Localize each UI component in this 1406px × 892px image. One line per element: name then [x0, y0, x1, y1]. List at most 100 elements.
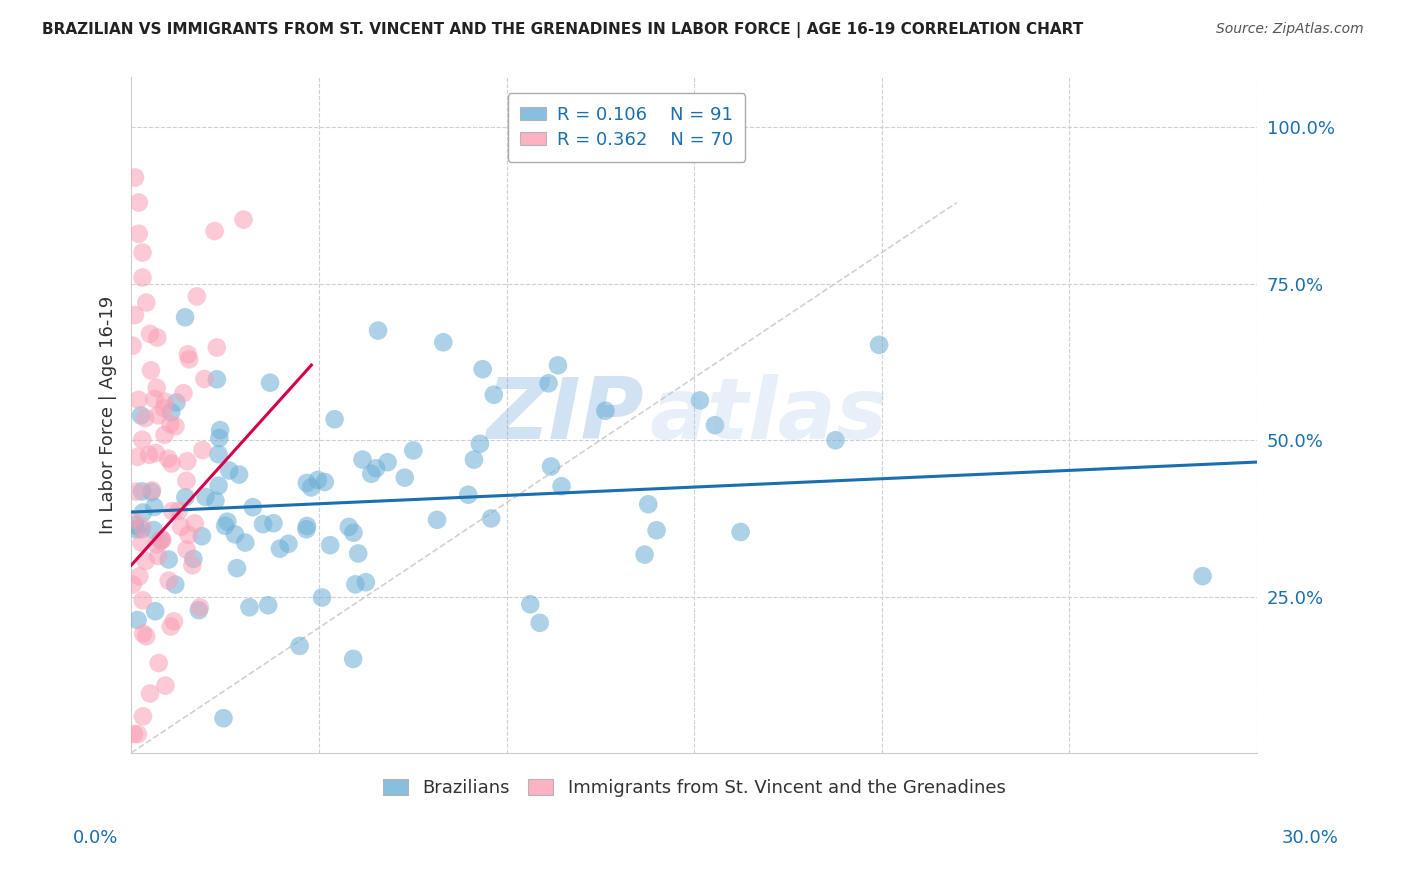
Point — [595, 403, 617, 417]
Point — [218, 463, 240, 477]
Point — [540, 459, 562, 474]
Point — [181, 558, 204, 573]
Point — [232, 212, 254, 227]
Point — [257, 599, 280, 613]
Point — [319, 538, 342, 552]
Point — [529, 615, 551, 630]
Point — [127, 450, 149, 464]
Point — [132, 593, 155, 607]
Point — [125, 522, 148, 536]
Point — [150, 533, 173, 547]
Point — [354, 575, 377, 590]
Point — [124, 517, 146, 532]
Point — [471, 362, 494, 376]
Point — [159, 619, 181, 633]
Point — [457, 488, 479, 502]
Point — [135, 554, 157, 568]
Text: 30.0%: 30.0% — [1282, 829, 1339, 847]
Point — [167, 504, 190, 518]
Point — [132, 506, 155, 520]
Point — [226, 561, 249, 575]
Point — [157, 451, 180, 466]
Point — [205, 372, 228, 386]
Legend: Brazilians, Immigrants from St. Vincent and the Grenadines: Brazilians, Immigrants from St. Vincent … — [375, 772, 1012, 805]
Point — [277, 537, 299, 551]
Point — [124, 308, 146, 322]
Point — [176, 454, 198, 468]
Point — [183, 552, 205, 566]
Point — [224, 527, 246, 541]
Point — [128, 227, 150, 241]
Point — [212, 711, 235, 725]
Point — [150, 532, 173, 546]
Point — [238, 600, 260, 615]
Point — [187, 603, 209, 617]
Point — [131, 520, 153, 534]
Point — [128, 569, 150, 583]
Point — [124, 170, 146, 185]
Point — [352, 452, 374, 467]
Point — [127, 727, 149, 741]
Point — [122, 727, 145, 741]
Text: 0.0%: 0.0% — [73, 829, 118, 847]
Point — [148, 549, 170, 563]
Point — [121, 338, 143, 352]
Point — [176, 474, 198, 488]
Point — [204, 224, 226, 238]
Point — [174, 310, 197, 325]
Point — [366, 461, 388, 475]
Point — [174, 490, 197, 504]
Point — [153, 427, 176, 442]
Point — [184, 516, 207, 531]
Point — [208, 431, 231, 445]
Point — [128, 195, 150, 210]
Point — [337, 520, 360, 534]
Point — [537, 376, 560, 391]
Point — [868, 338, 890, 352]
Point — [131, 270, 153, 285]
Point — [259, 376, 281, 390]
Point — [191, 529, 214, 543]
Point — [186, 289, 208, 303]
Point — [637, 497, 659, 511]
Point — [295, 522, 318, 536]
Point — [132, 626, 155, 640]
Text: ZIP: ZIP — [486, 374, 644, 457]
Point — [134, 411, 156, 425]
Point — [299, 480, 322, 494]
Point — [131, 484, 153, 499]
Point — [146, 537, 169, 551]
Point — [157, 552, 180, 566]
Point — [172, 386, 194, 401]
Point — [519, 597, 541, 611]
Point — [165, 419, 187, 434]
Point — [159, 417, 181, 432]
Point — [209, 423, 232, 437]
Point — [633, 548, 655, 562]
Point — [824, 434, 846, 448]
Point — [468, 437, 491, 451]
Point — [432, 335, 454, 350]
Point — [177, 528, 200, 542]
Point — [131, 433, 153, 447]
Point — [160, 405, 183, 419]
Point — [139, 326, 162, 341]
Point — [129, 522, 152, 536]
Point — [228, 467, 250, 482]
Point — [482, 388, 505, 402]
Point — [194, 490, 217, 504]
Point — [426, 513, 449, 527]
Point — [233, 535, 256, 549]
Point — [193, 372, 215, 386]
Point — [141, 485, 163, 500]
Point — [342, 652, 364, 666]
Point — [377, 455, 399, 469]
Point — [131, 535, 153, 549]
Point — [730, 524, 752, 539]
Point — [263, 516, 285, 531]
Point — [307, 473, 329, 487]
Point — [479, 511, 502, 525]
Point — [157, 574, 180, 588]
Point — [550, 479, 572, 493]
Point — [139, 363, 162, 377]
